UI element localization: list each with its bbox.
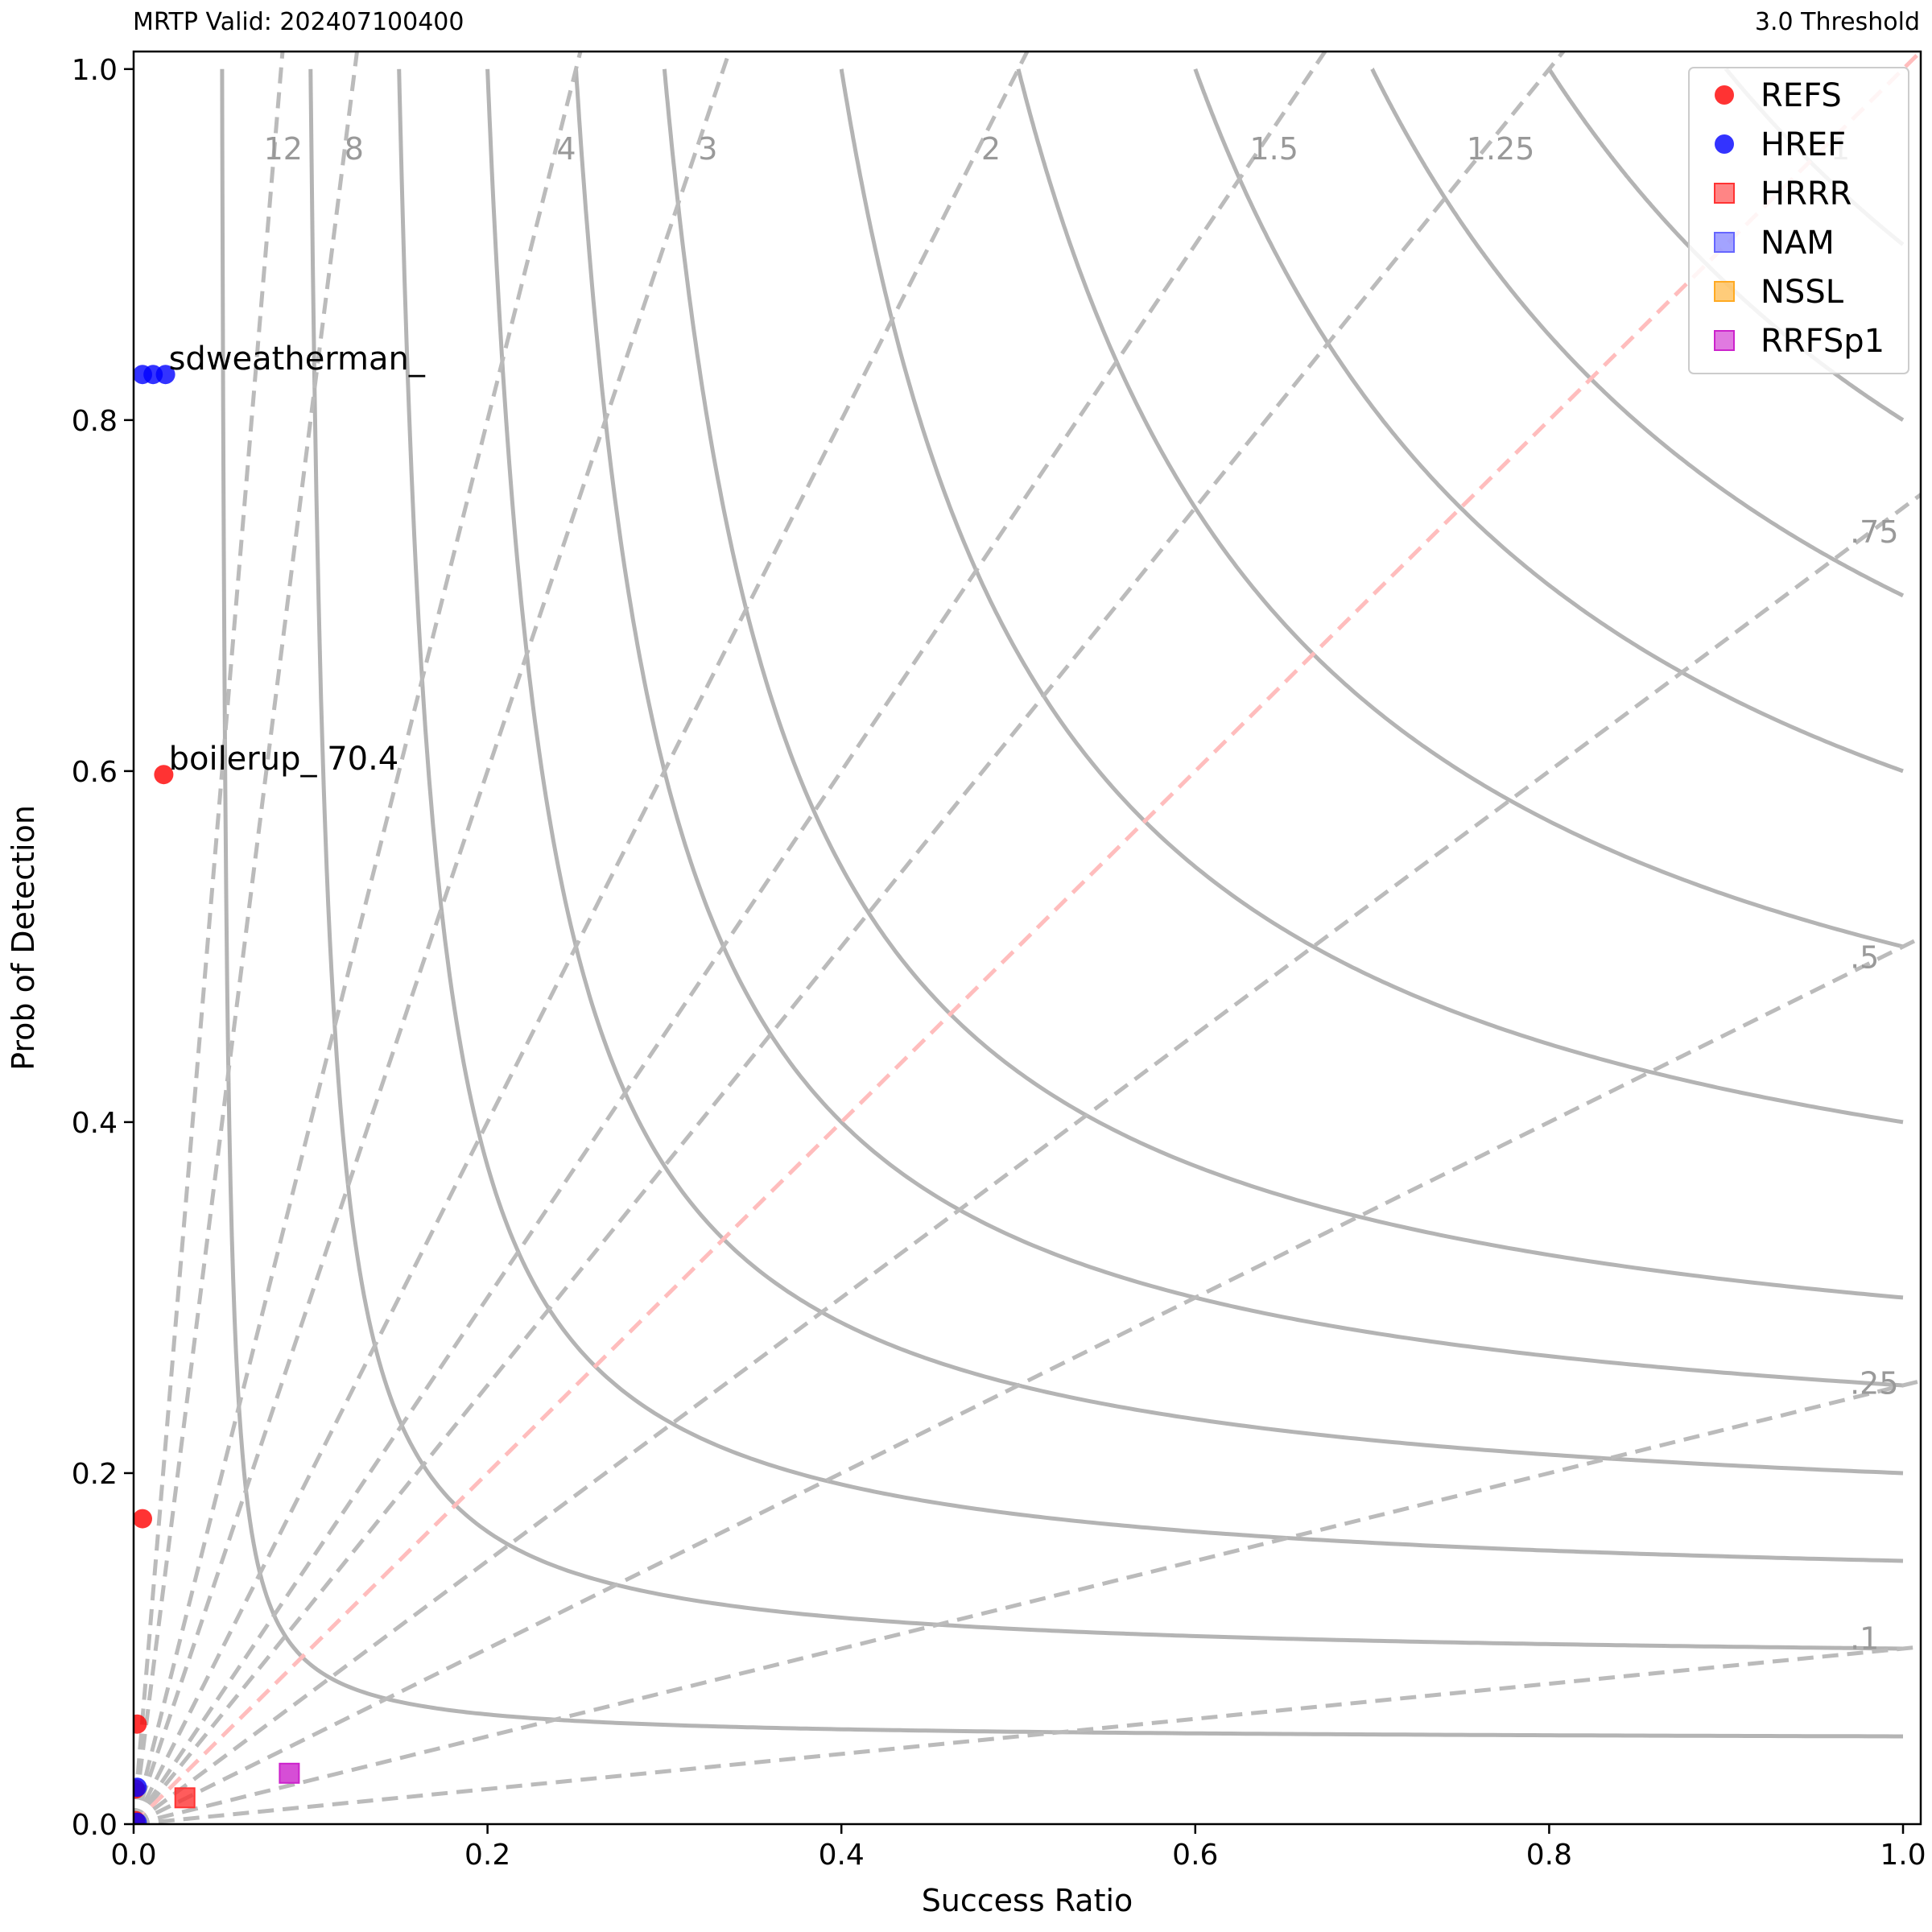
bias-line	[134, 1645, 1921, 1824]
legend-label: NSSL	[1761, 274, 1844, 311]
bias-line	[134, 52, 360, 1824]
frequency-bias-lines	[134, 52, 1921, 1824]
bias-label: 1.25	[1467, 131, 1535, 167]
y-tick-label: 0.4	[72, 1107, 118, 1140]
y-axis: 0.0 0.2 0.4 0.6 0.8 1.0	[72, 54, 134, 1842]
legend-marker	[1714, 232, 1735, 253]
data-point	[154, 765, 174, 785]
x-tick-label: 0.6	[1172, 1839, 1218, 1872]
legend-label: RRFSp1	[1761, 323, 1885, 360]
y-axis-title: Prob of Detection	[6, 805, 41, 1071]
bias-line	[134, 52, 1030, 1824]
bias-label: 3	[698, 131, 717, 167]
legend-marker	[1715, 85, 1734, 105]
csi-contour	[397, 68, 1904, 1563]
y-tick-label: 0.6	[72, 756, 118, 789]
csi-contour	[220, 68, 1903, 1739]
bias-label: 4	[556, 131, 576, 167]
x-axis: 0.0 0.2 0.4 0.6 0.8 1.0	[110, 1824, 1926, 1872]
x-tick-label: 1.0	[1880, 1839, 1926, 1872]
data-point	[155, 365, 175, 385]
point-annotations: sdweatherman_ boilerup_ 70.4	[169, 341, 426, 778]
bias-label: .1	[1850, 1621, 1879, 1657]
bias-label: 1.5	[1249, 131, 1298, 167]
y-tick-label: 0.0	[72, 1809, 118, 1842]
point-annotation: boilerup_ 70.4	[169, 741, 399, 778]
csi-contour	[839, 68, 1904, 1125]
bias-line	[134, 1378, 1921, 1824]
x-tick-label: 0.0	[110, 1839, 156, 1872]
bias-line	[134, 52, 1567, 1824]
x-axis-title: Success Ratio	[922, 1883, 1133, 1918]
csi-contour	[1193, 68, 1904, 774]
legend-label: REFS	[1761, 77, 1842, 114]
chart-right-title: 3.0 Threshold	[1755, 8, 1920, 36]
csi-contour	[485, 68, 1904, 1476]
bias-line	[134, 492, 1921, 1824]
csi-contour	[1370, 68, 1905, 598]
legend-marker	[1715, 134, 1734, 154]
point-annotation: sdweatherman_	[169, 341, 426, 378]
x-tick-label: 0.8	[1526, 1839, 1572, 1872]
legend-marker	[1714, 281, 1735, 302]
x-tick-label: 0.4	[819, 1839, 865, 1872]
bias-line	[134, 52, 285, 1824]
csi-contour	[1016, 68, 1904, 949]
chart-left-title: MRTP Valid: 202407100400	[133, 8, 464, 36]
legend: REFS HREF HRRR NAM NSSL RRFSp1	[1688, 67, 1909, 374]
legend-box	[1688, 67, 1909, 374]
legend-marker	[1714, 183, 1735, 204]
legend-marker	[1714, 330, 1735, 351]
csi-contour	[662, 68, 1904, 1300]
plot-frame	[132, 50, 1922, 1826]
legend-label: HREF	[1761, 126, 1846, 163]
bias-label: 12	[264, 131, 303, 167]
data-point	[134, 1777, 147, 1798]
bias-label: 8	[345, 131, 364, 167]
bias-label: .75	[1850, 514, 1898, 550]
bias-label: 2	[981, 131, 1001, 167]
csi-contour	[574, 68, 1904, 1388]
legend-label: NAM	[1761, 225, 1835, 262]
y-tick-label: 0.2	[72, 1458, 118, 1491]
legend-label: HRRR	[1761, 175, 1852, 213]
data-point	[279, 1762, 300, 1784]
y-tick-label: 1.0	[72, 54, 118, 87]
bias-line	[134, 52, 732, 1824]
bias-line	[134, 935, 1921, 1824]
bias-line	[134, 52, 1328, 1824]
bias-label: .25	[1850, 1365, 1898, 1401]
data-point	[134, 1509, 152, 1529]
bias-line	[134, 52, 583, 1824]
data-point	[174, 1787, 196, 1809]
y-tick-label: 0.8	[72, 405, 118, 438]
data-point	[134, 1812, 147, 1824]
x-tick-label: 0.2	[464, 1839, 510, 1872]
bias-label: .5	[1850, 940, 1879, 976]
data-point	[134, 1714, 147, 1734]
data-points	[134, 365, 300, 1824]
